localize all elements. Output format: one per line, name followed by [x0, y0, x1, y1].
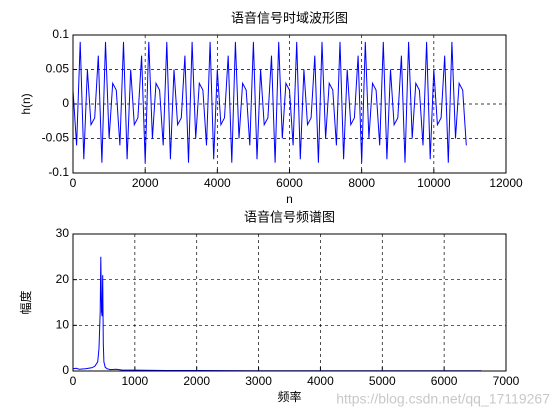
axes-box [72, 233, 507, 372]
x-tick-label: 10000 [417, 176, 451, 190]
x-tick-label: 7000 [493, 374, 520, 388]
chart-title: 语音信号时域波形图 [231, 10, 348, 25]
x-tick-label: 4000 [204, 176, 231, 190]
axes-box [72, 34, 507, 174]
y-tick-label: -0.1 [48, 165, 69, 179]
y-tick-label: 20 [56, 272, 70, 286]
x-tick-label: 3000 [245, 374, 272, 388]
x-tick-label: 4000 [307, 374, 334, 388]
x-tick-label: 0 [70, 374, 77, 388]
y-tick-label: 0.1 [52, 27, 69, 41]
x-tick-label: 2000 [183, 374, 210, 388]
y-tick-label: 30 [56, 226, 70, 240]
x-axis-label: n [286, 192, 293, 206]
x-tick-label: 0 [70, 176, 77, 190]
x-tick-label: 6000 [431, 374, 458, 388]
y-tick-label: 0 [62, 96, 69, 110]
y-tick-label: 10 [56, 318, 70, 332]
y-axis-label: 幅度 [18, 290, 33, 314]
x-axis-label: 频率 [277, 389, 301, 404]
y-axis-label: h(n) [19, 93, 33, 114]
y-tick-label: 0 [62, 363, 69, 377]
x-tick-label: 5000 [369, 374, 396, 388]
plot-area [73, 234, 506, 371]
y-tick-label: 0.05 [46, 62, 70, 76]
x-tick-label: 8000 [348, 176, 375, 190]
chart-title: 语音信号频谱图 [244, 209, 335, 224]
x-tick-label: 12000 [489, 176, 523, 190]
y-tick-label: -0.05 [42, 131, 70, 145]
watermark: https://blog.csdn.net/qq_17119267 [336, 391, 550, 407]
x-tick-label: 1000 [122, 374, 149, 388]
data-line [72, 41, 467, 163]
x-tick-label: 2000 [132, 176, 159, 190]
x-tick-label: 6000 [276, 176, 303, 190]
